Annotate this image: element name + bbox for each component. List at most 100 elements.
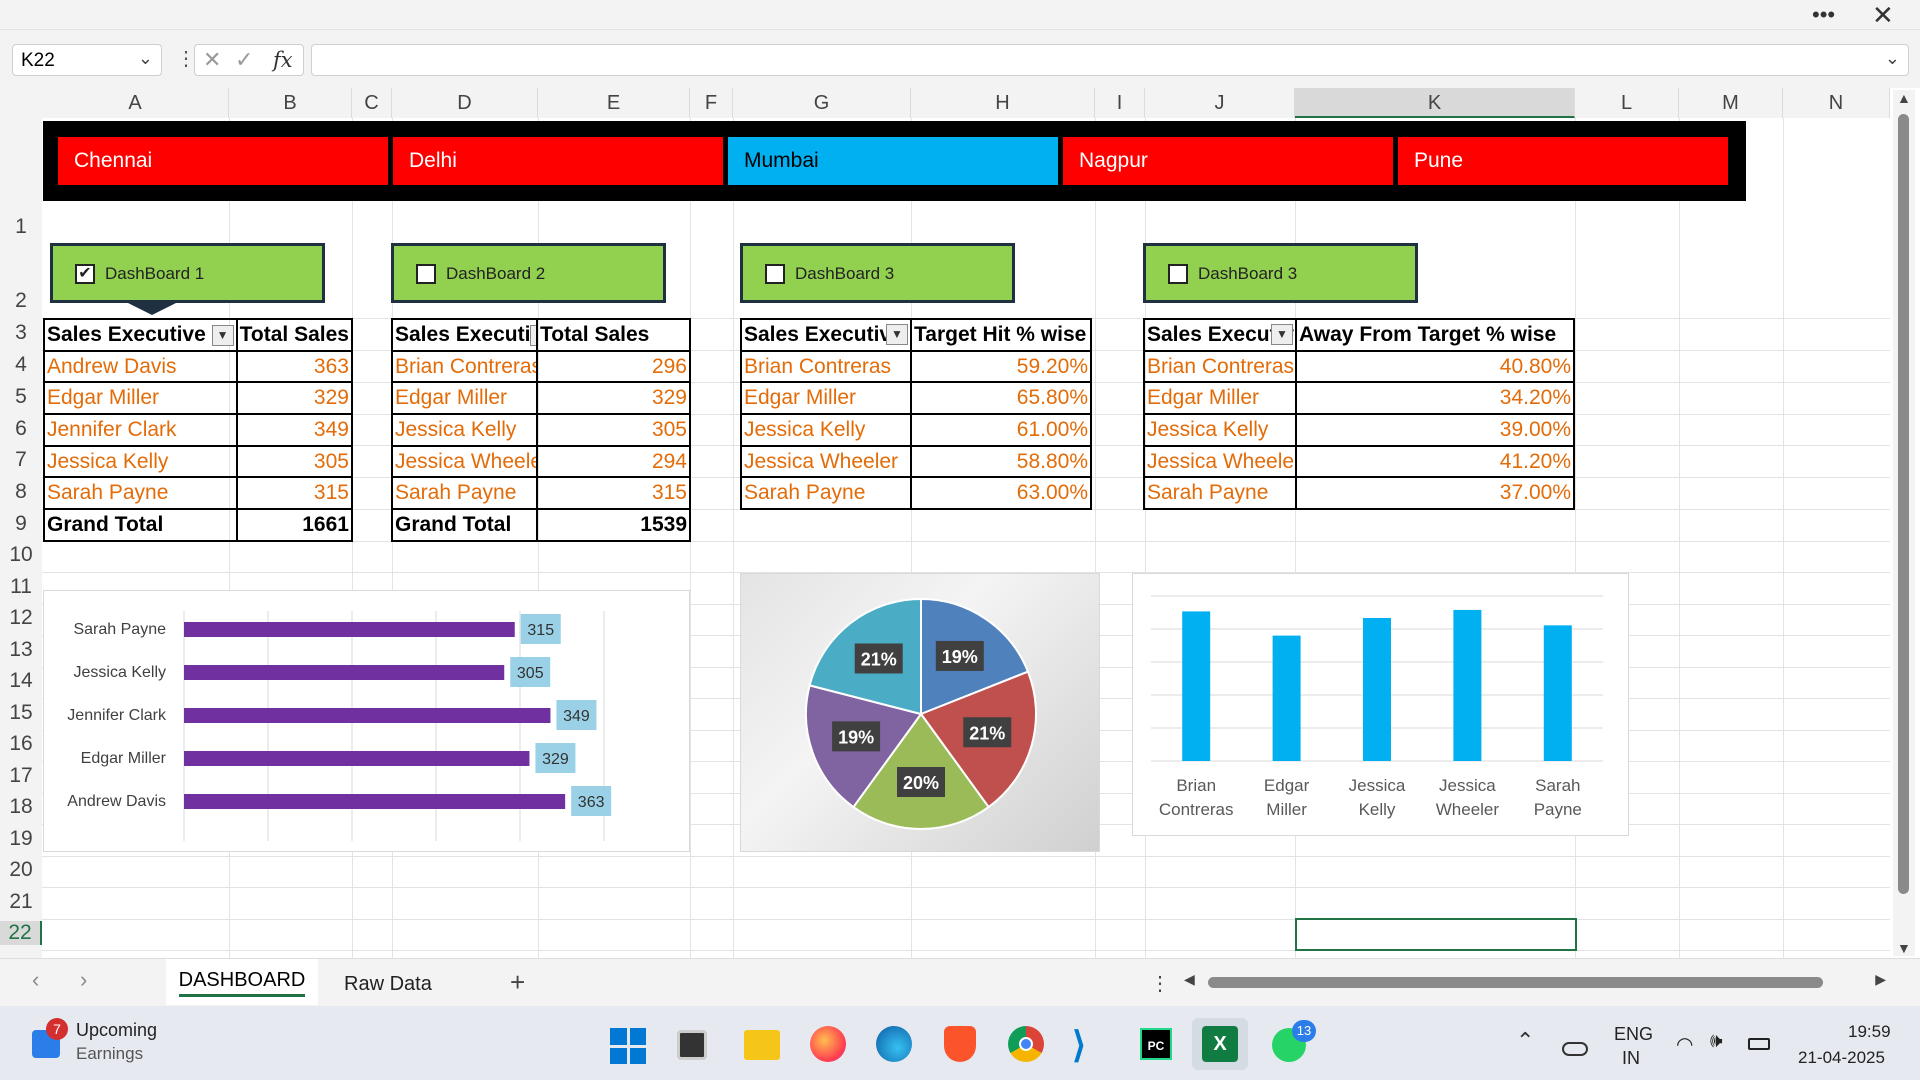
more-icon[interactable]: •••: [1812, 2, 1836, 27]
active-cell-k22[interactable]: [1295, 918, 1577, 951]
col-l[interactable]: L: [1575, 88, 1679, 118]
cell-value[interactable]: 305: [235, 444, 353, 479]
pie-chart[interactable]: 19% 21% 20% 19% 21%: [740, 573, 1100, 852]
cell-name[interactable]: Edgar Miller: [43, 381, 238, 416]
news-widget[interactable]: 7 Upcoming Earnings: [28, 1018, 228, 1068]
filter-icon[interactable]: ▼: [211, 324, 234, 346]
slicer-item-chennai[interactable]: Chennai: [58, 137, 388, 185]
cell-name[interactable]: Brian Contreras: [391, 349, 538, 384]
edge-icon[interactable]: [876, 1026, 912, 1062]
cell-name[interactable]: Brian Contreras: [1143, 349, 1297, 384]
row-16[interactable]: 16: [9, 732, 33, 755]
cell-value[interactable]: 58.80%: [910, 444, 1092, 479]
cell-name[interactable]: Jessica Kelly: [391, 413, 538, 447]
row-13[interactable]: 13: [9, 638, 33, 661]
slicer-item-mumbai[interactable]: Mumbai: [728, 137, 1058, 185]
cell-name[interactable]: Andrew Davis: [43, 349, 238, 384]
enter-icon[interactable]: ✓: [235, 47, 254, 72]
grand-total-label[interactable]: Grand Total: [43, 508, 238, 542]
clock-date[interactable]: 21-04-2025: [1798, 1048, 1885, 1067]
lang-top[interactable]: ENG: [1614, 1024, 1654, 1044]
row-15[interactable]: 15: [9, 701, 33, 724]
cell-name[interactable]: Jessica Wheeler: [1143, 444, 1297, 479]
dashboard-1-button[interactable]: ✔ DashBoard 1: [50, 243, 325, 315]
checkbox-icon[interactable]: [416, 264, 436, 284]
row-7[interactable]: 7: [15, 448, 27, 471]
col-m[interactable]: M: [1679, 88, 1783, 118]
pivot3-header-2[interactable]: Target Hit % wise: [910, 318, 1092, 352]
col-h[interactable]: H: [911, 88, 1095, 118]
dashboard-4-button[interactable]: DashBoard 3: [1143, 243, 1418, 303]
col-d[interactable]: D: [392, 88, 538, 118]
volume-icon[interactable]: 🕪: [1710, 1030, 1723, 1052]
insert-function-icon[interactable]: fx: [273, 48, 293, 72]
pycharm-icon[interactable]: PC: [1140, 1028, 1172, 1060]
cell-name[interactable]: Jessica Wheeler: [740, 444, 912, 479]
options-dots-icon[interactable]: ⋮: [176, 48, 196, 70]
grand-total-label[interactable]: Grand Total: [391, 508, 538, 542]
chevron-up-icon[interactable]: ⌃: [1516, 1028, 1535, 1053]
col-n[interactable]: N: [1783, 88, 1890, 118]
filter-icon[interactable]: ▼: [886, 324, 908, 345]
prev-sheet-icon[interactable]: ‹: [32, 967, 40, 992]
pivot4-header-1[interactable]: Sales Executive: [1143, 318, 1297, 352]
scroll-right-icon[interactable]: ▶: [1875, 971, 1886, 987]
brave-icon[interactable]: [944, 1026, 976, 1062]
file-explorer-icon[interactable]: [744, 1030, 780, 1060]
onedrive-icon[interactable]: [1562, 1042, 1588, 1056]
col-a[interactable]: A: [42, 88, 229, 118]
close-icon[interactable]: ✕: [1872, 0, 1894, 30]
cell-name[interactable]: Jessica Kelly: [43, 444, 238, 479]
windows-start-icon[interactable]: [610, 1028, 646, 1064]
pivot3-header-1[interactable]: Sales Executive: [740, 318, 912, 352]
row-3[interactable]: 3: [15, 321, 27, 344]
col-c[interactable]: C: [352, 88, 392, 118]
cell-value[interactable]: 329: [235, 381, 353, 416]
cell-name[interactable]: Edgar Miller: [740, 381, 912, 416]
horizontal-scroll-thumb[interactable]: [1208, 977, 1823, 988]
row-18[interactable]: 18: [9, 795, 33, 818]
cell-name[interactable]: Sarah Payne: [1143, 476, 1297, 511]
cell-name[interactable]: Sarah Payne: [43, 476, 238, 511]
cell-value[interactable]: 34.20%: [1295, 381, 1575, 416]
cell-value[interactable]: 65.80%: [910, 381, 1092, 416]
task-view-icon[interactable]: [677, 1030, 707, 1060]
grand-total-value[interactable]: 1539: [536, 508, 691, 542]
cell-name[interactable]: Sarah Payne: [391, 476, 538, 511]
cancel-icon[interactable]: ✕: [203, 47, 222, 72]
checkbox-icon[interactable]: ✔: [75, 264, 95, 284]
col-g[interactable]: G: [733, 88, 911, 118]
row-1[interactable]: 1: [15, 215, 27, 238]
dashboard-2-button[interactable]: DashBoard 2: [391, 243, 666, 303]
row-21[interactable]: 21: [9, 890, 33, 913]
row-11[interactable]: 11: [10, 575, 32, 598]
cell-value[interactable]: 305: [536, 413, 691, 447]
hbar-chart[interactable]: Sarah Payne 315 Jessica Kelly 305 Jennifer C…: [43, 590, 690, 852]
chevron-down-icon[interactable]: ⌄: [137, 48, 153, 68]
checkbox-icon[interactable]: [1168, 264, 1188, 284]
row-6[interactable]: 6: [15, 417, 27, 440]
cell-value[interactable]: 294: [536, 444, 691, 479]
scroll-left-icon[interactable]: ◀: [1184, 971, 1195, 987]
cell-value[interactable]: 363: [235, 349, 353, 384]
row-22[interactable]: 22: [0, 921, 42, 945]
cell-name[interactable]: Jessica Wheeler: [391, 444, 538, 479]
lang-bottom[interactable]: IN: [1622, 1048, 1640, 1068]
select-all-corner[interactable]: [0, 88, 42, 118]
dashboard-3-button[interactable]: DashBoard 3: [740, 243, 1015, 303]
scroll-up-icon[interactable]: ▲: [1897, 90, 1911, 106]
firefox-icon[interactable]: [810, 1026, 846, 1062]
cell-value[interactable]: 39.00%: [1295, 413, 1575, 447]
row-9[interactable]: 9: [15, 512, 27, 535]
row-2[interactable]: 2: [15, 289, 27, 312]
options-dots-icon[interactable]: ⋮: [1150, 973, 1170, 995]
chrome-icon[interactable]: [1008, 1026, 1044, 1062]
cell-name[interactable]: Edgar Miller: [1143, 381, 1297, 416]
col-e[interactable]: E: [538, 88, 690, 118]
vertical-scrollbar[interactable]: ▲ ▼: [1893, 90, 1915, 956]
cell-name[interactable]: Brian Contreras: [740, 349, 912, 384]
next-sheet-icon[interactable]: ›: [80, 967, 88, 992]
grand-total-value[interactable]: 1661: [235, 508, 353, 542]
cell-value[interactable]: 63.00%: [910, 476, 1092, 511]
cell-value[interactable]: 59.20%: [910, 349, 1092, 384]
